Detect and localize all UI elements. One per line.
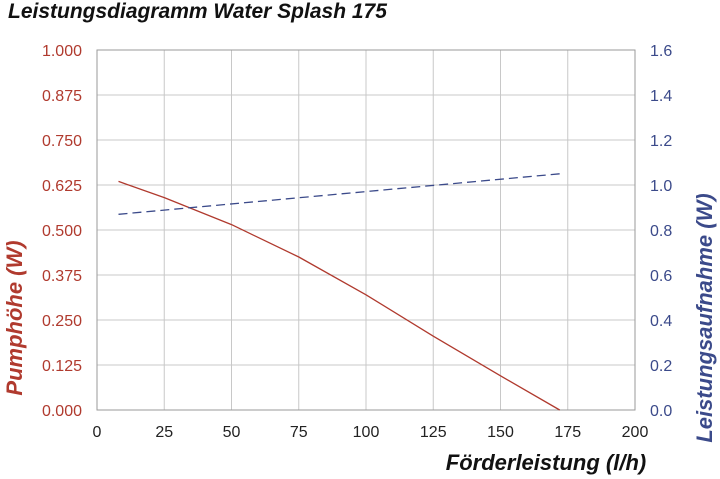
series-line-pumphoehe [118, 180, 561, 411]
y2-tick-label: 0.2 [650, 358, 672, 375]
x-tick-label: 50 [223, 424, 241, 441]
x-tick-label: 100 [353, 424, 380, 441]
y2-tick-label: 0.4 [650, 313, 672, 330]
x-tick-label: 175 [554, 424, 581, 441]
series-layer [118, 173, 561, 411]
y2-tick-label: 0.6 [650, 268, 672, 285]
y2-tick-label: 1.0 [650, 178, 672, 195]
y2-tick-label: 0.0 [650, 403, 672, 420]
x-tick-label: 25 [155, 424, 173, 441]
y-tick-label: 0.375 [42, 268, 82, 285]
chart-title: Leistungsdiagramm Water Splash 175 [8, 0, 387, 23]
y2-axis-label: Leistungsaufnahme (W) [692, 193, 717, 442]
y-tick-label: 0.750 [42, 133, 82, 150]
plot-frame [96, 49, 636, 411]
grid-layer [97, 50, 635, 410]
x-tick-label: 150 [487, 424, 514, 441]
y-tick-label: 0.125 [42, 358, 82, 375]
y2-tick-label: 0.8 [650, 223, 672, 240]
y-tick-label: 0.625 [42, 178, 82, 195]
x-tick-label: 0 [93, 424, 102, 441]
x-axis-label: Förderleistung (l/h) [446, 450, 646, 475]
y-tick-label: 0.000 [42, 403, 82, 420]
y-tick-label: 0.875 [42, 88, 82, 105]
series-line-leistungsaufnahme [118, 173, 560, 215]
ticks-layer: 0 25 50 75 100 125 150 175 200 0.000 0.125 0.250 0.3… [42, 43, 672, 441]
y2-tick-label: 1.4 [650, 88, 672, 105]
x-tick-label: 200 [622, 424, 649, 441]
y2-tick-label: 1.6 [650, 43, 672, 60]
y-tick-label: 0.250 [42, 313, 82, 330]
y-tick-label: 1.000 [42, 43, 82, 60]
y-tick-label: 0.500 [42, 223, 82, 240]
y-axis-label: Pumphöhe (W) [2, 240, 27, 395]
y2-tick-label: 1.2 [650, 133, 672, 150]
x-tick-label: 125 [420, 424, 447, 441]
x-tick-label: 75 [290, 424, 308, 441]
